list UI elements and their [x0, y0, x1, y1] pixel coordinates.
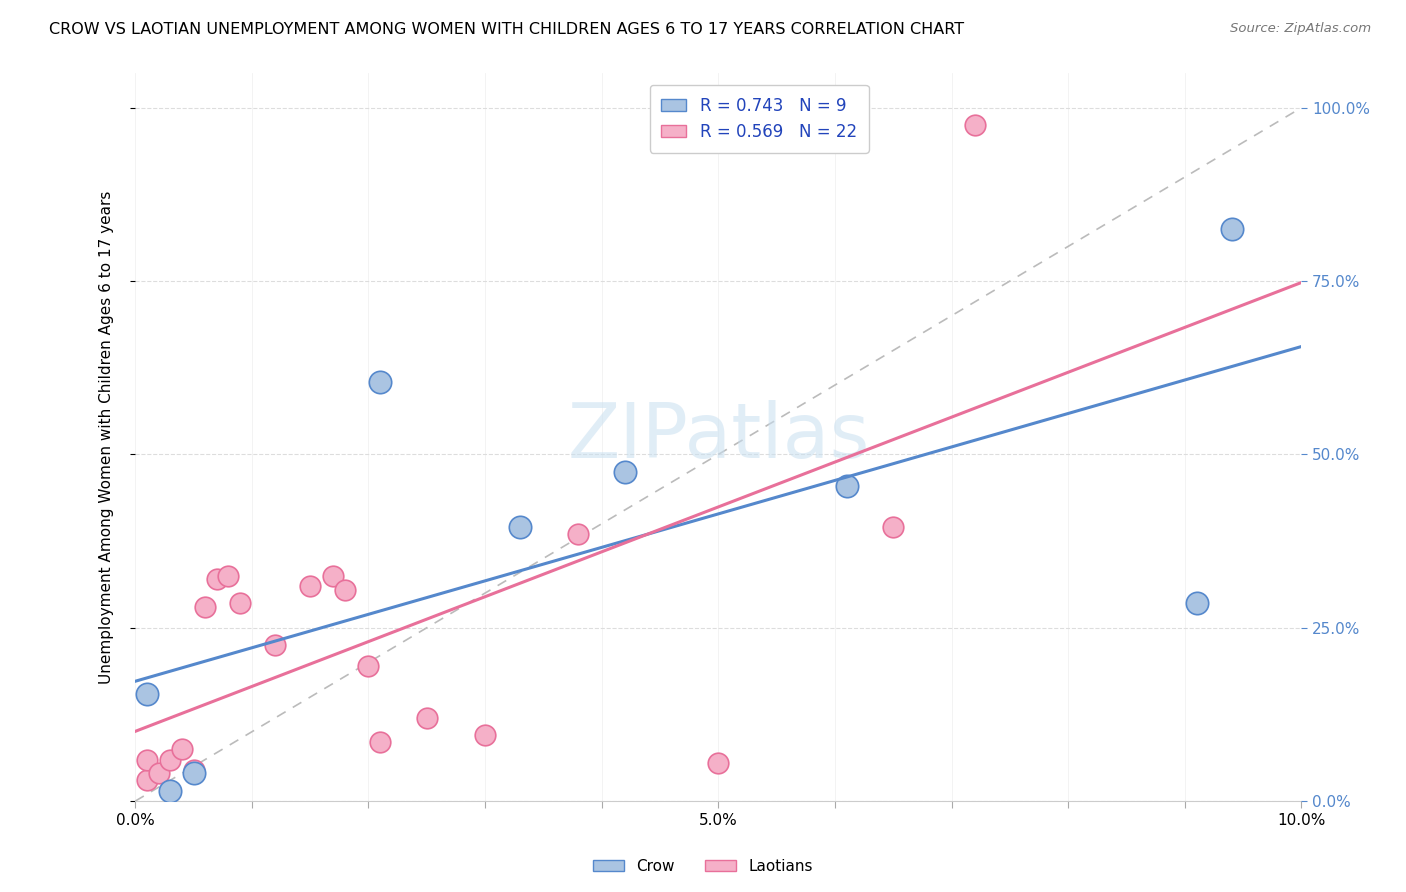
Legend: Crow, Laotians: Crow, Laotians [588, 853, 818, 880]
Point [614, 465, 637, 479]
Point [159, 752, 181, 766]
Point [835, 478, 858, 492]
Point [474, 728, 496, 742]
Text: CROW VS LAOTIAN UNEMPLOYMENT AMONG WOMEN WITH CHILDREN AGES 6 TO 17 YEARS CORREL: CROW VS LAOTIAN UNEMPLOYMENT AMONG WOMEN… [49, 22, 965, 37]
Point [963, 118, 986, 132]
Point [218, 568, 240, 582]
Point [567, 527, 589, 541]
Point [882, 520, 904, 534]
Point [322, 568, 344, 582]
Y-axis label: Unemployment Among Women with Children Ages 6 to 17 years: Unemployment Among Women with Children A… [100, 190, 114, 684]
Point [170, 742, 193, 756]
Point [509, 520, 531, 534]
Point [264, 638, 287, 652]
Point [357, 659, 380, 673]
Point [1185, 597, 1208, 611]
Point [183, 766, 205, 780]
Legend: R = 0.743   N = 9, R = 0.569   N = 22: R = 0.743 N = 9, R = 0.569 N = 22 [650, 85, 869, 153]
Point [368, 735, 391, 749]
Point [707, 756, 730, 770]
Point [194, 599, 217, 614]
Point [368, 375, 391, 389]
Point [148, 766, 170, 780]
Point [135, 687, 157, 701]
Point [135, 773, 157, 788]
Point [229, 597, 252, 611]
Point [416, 711, 439, 725]
Point [159, 783, 181, 797]
Point [183, 763, 205, 777]
Text: ZIPatlas: ZIPatlas [567, 400, 869, 474]
Point [333, 582, 356, 597]
Point [205, 572, 228, 586]
Point [299, 579, 322, 593]
Point [1220, 222, 1243, 236]
Text: Source: ZipAtlas.com: Source: ZipAtlas.com [1230, 22, 1371, 36]
Point [135, 752, 157, 766]
